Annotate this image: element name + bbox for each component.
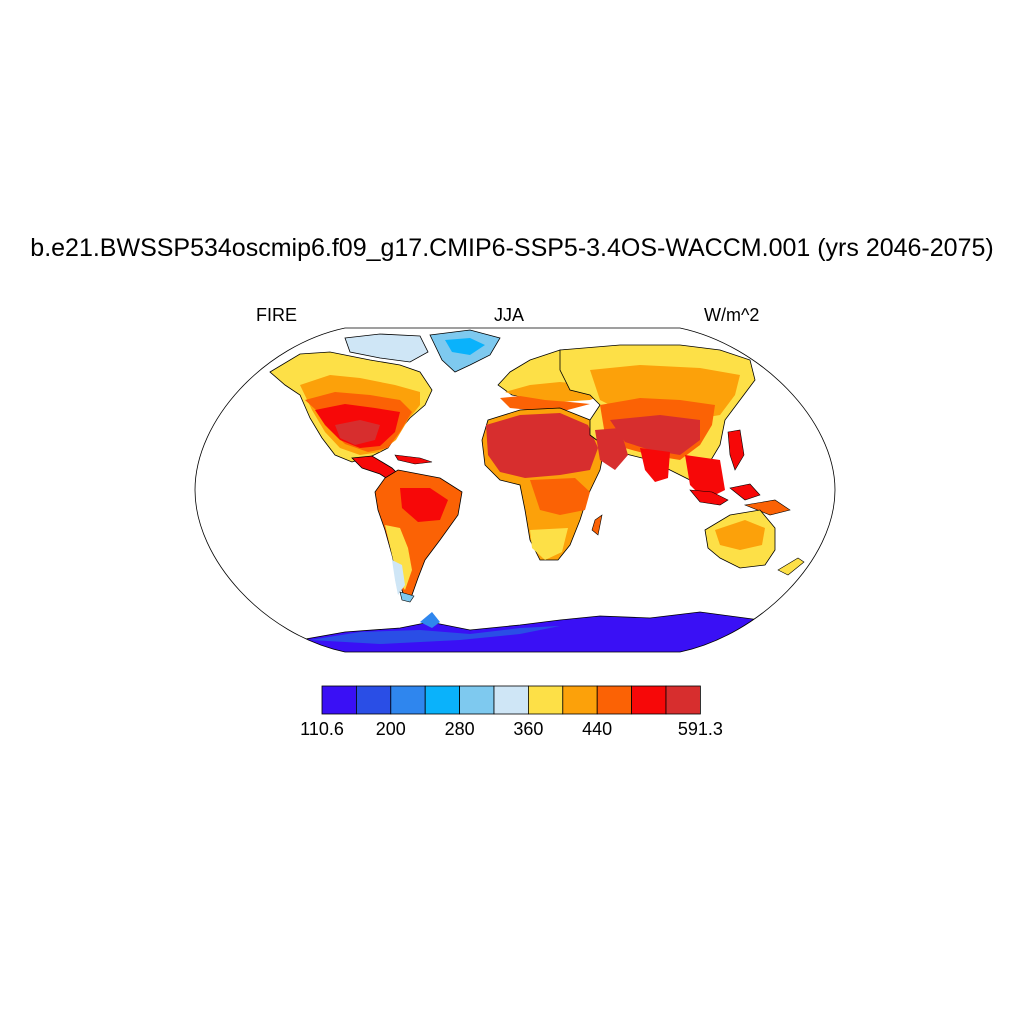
units-label: W/m^2	[704, 305, 760, 325]
variable-label: FIRE	[256, 305, 298, 325]
new-zealand	[777, 557, 805, 576]
land-regions	[269, 329, 835, 652]
colorbar-box	[321, 685, 357, 715]
colorbar-tick-label: 200	[375, 719, 406, 739]
colorbar-box	[459, 685, 495, 715]
colorbar-box	[528, 685, 564, 715]
colorbar-box	[390, 685, 426, 715]
africa	[481, 407, 606, 561]
colorbar-tick-label: 440	[582, 719, 613, 739]
asia	[559, 344, 756, 500]
colorbar	[321, 685, 701, 715]
colorbar-tick-label: 110.6	[300, 719, 344, 739]
colorbar-box	[596, 685, 633, 715]
colorbar-tick-label: 591.3	[677, 719, 723, 739]
plot-title: b.e21.BWSSP534oscmip6.f09_g17.CMIP6-SSP5…	[30, 234, 994, 262]
south-america	[374, 469, 463, 603]
season-label: JJA	[494, 305, 525, 325]
antarctica	[289, 611, 835, 652]
colorbar-box	[355, 685, 392, 715]
greenland	[429, 329, 501, 373]
colorbar-tick-label: 360	[513, 719, 544, 739]
colorbar-box	[631, 685, 667, 715]
arctic-canada	[344, 333, 429, 363]
colorbar-box	[665, 685, 701, 715]
map-outline	[194, 327, 836, 653]
colorbar-box	[424, 685, 461, 715]
colorbar-box	[493, 685, 529, 715]
colorbar-box	[562, 685, 598, 715]
australia	[704, 509, 776, 569]
north-america	[269, 351, 433, 463]
maritime-asia	[689, 429, 791, 516]
colorbar-tick-label: 280	[444, 719, 475, 739]
